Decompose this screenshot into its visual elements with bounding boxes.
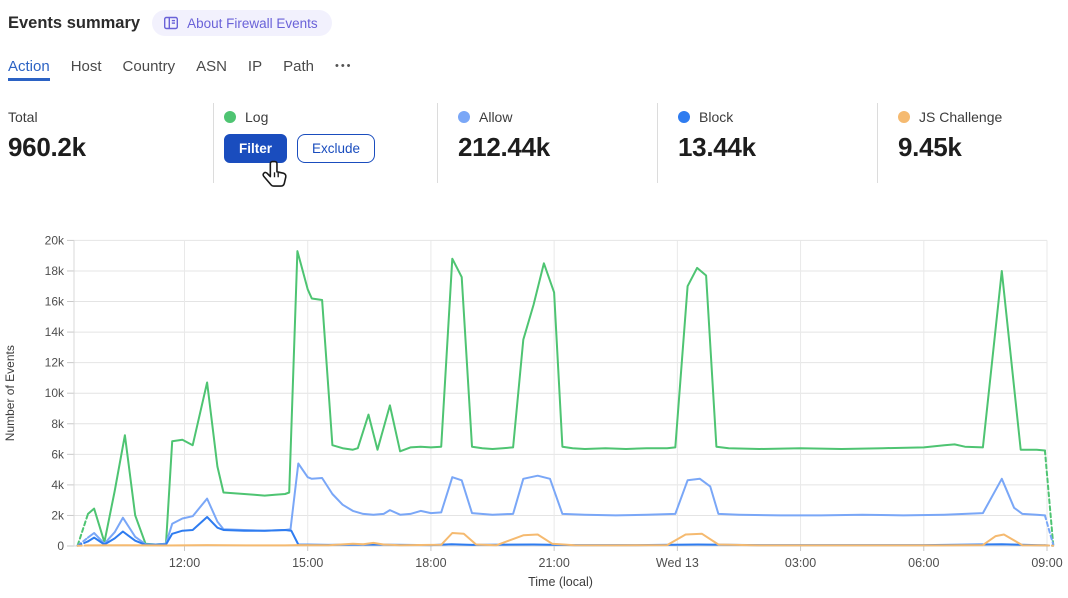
stat-block-value: 13.44k — [678, 132, 756, 162]
svg-text:0: 0 — [57, 539, 64, 553]
js-challenge-legend-dot — [898, 111, 910, 123]
tabs-overflow-ellipsis-icon[interactable]: ••• — [334, 60, 353, 72]
about-badge-label: About Firewall Events — [187, 15, 318, 31]
svg-text:06:00: 06:00 — [908, 556, 939, 570]
svg-text:Wed 13: Wed 13 — [656, 556, 699, 570]
svg-text:16k: 16k — [45, 295, 65, 309]
tab-action[interactable]: Action — [8, 58, 50, 81]
stat-allow-value: 212.44k — [458, 132, 550, 162]
page-header: Events summary About Firewall Events — [8, 10, 332, 36]
chart-plot-area[interactable] — [74, 240, 1047, 546]
stat-allow-label: Allow — [479, 109, 513, 125]
stats-row: Total 960.2k Log Filter Exclude Allow 21… — [0, 103, 1068, 183]
tab-path[interactable]: Path — [283, 58, 314, 75]
svg-text:6k: 6k — [51, 447, 65, 461]
block-legend-dot — [678, 111, 690, 123]
stat-log[interactable]: Log Filter Exclude — [213, 103, 437, 183]
log-hover-actions: Filter Exclude — [224, 134, 437, 163]
svg-text:18:00: 18:00 — [415, 556, 446, 570]
stat-js-challenge-label: JS Challenge — [919, 109, 1003, 125]
svg-text:18k: 18k — [45, 264, 65, 278]
svg-text:12k: 12k — [45, 356, 65, 370]
tab-country[interactable]: Country — [122, 58, 176, 75]
open-book-icon — [163, 15, 179, 31]
stat-js-challenge-value: 9.45k — [898, 132, 962, 162]
svg-text:12:00: 12:00 — [169, 556, 200, 570]
stat-total-value: 960.2k — [8, 132, 86, 162]
svg-text:8k: 8k — [51, 417, 65, 431]
y-axis-title: Number of Events — [3, 345, 17, 441]
svg-text:14k: 14k — [45, 325, 65, 339]
stat-log-label: Log — [245, 109, 269, 125]
svg-text:09:00: 09:00 — [1031, 556, 1062, 570]
stat-allow[interactable]: Allow 212.44k — [437, 103, 657, 183]
filter-button[interactable]: Filter — [224, 134, 288, 163]
tab-ip[interactable]: IP — [247, 58, 263, 75]
svg-text:03:00: 03:00 — [785, 556, 816, 570]
x-axis-title: Time (local) — [528, 575, 593, 589]
summary-tab-bar: Action Host Country ASN IP Path ••• — [8, 58, 353, 81]
log-legend-dot — [224, 111, 236, 123]
about-firewall-events-link[interactable]: About Firewall Events — [152, 10, 332, 36]
svg-text:4k: 4k — [51, 478, 65, 492]
svg-text:21:00: 21:00 — [539, 556, 570, 570]
stat-block-label: Block — [699, 109, 734, 125]
tab-asn[interactable]: ASN — [196, 58, 227, 75]
svg-text:10k: 10k — [45, 386, 65, 400]
page-title: Events summary — [8, 13, 141, 32]
svg-text:15:00: 15:00 — [292, 556, 323, 570]
tab-host[interactable]: Host — [70, 58, 102, 75]
exclude-button[interactable]: Exclude — [297, 134, 376, 163]
svg-text:2k: 2k — [51, 508, 65, 522]
svg-text:20k: 20k — [45, 233, 65, 247]
stat-total-label: Total — [8, 109, 38, 125]
allow-legend-dot — [458, 111, 470, 123]
stat-js-challenge[interactable]: JS Challenge 9.45k — [877, 103, 1068, 183]
stat-total: Total 960.2k — [0, 103, 213, 183]
stat-block[interactable]: Block 13.44k — [657, 103, 877, 183]
